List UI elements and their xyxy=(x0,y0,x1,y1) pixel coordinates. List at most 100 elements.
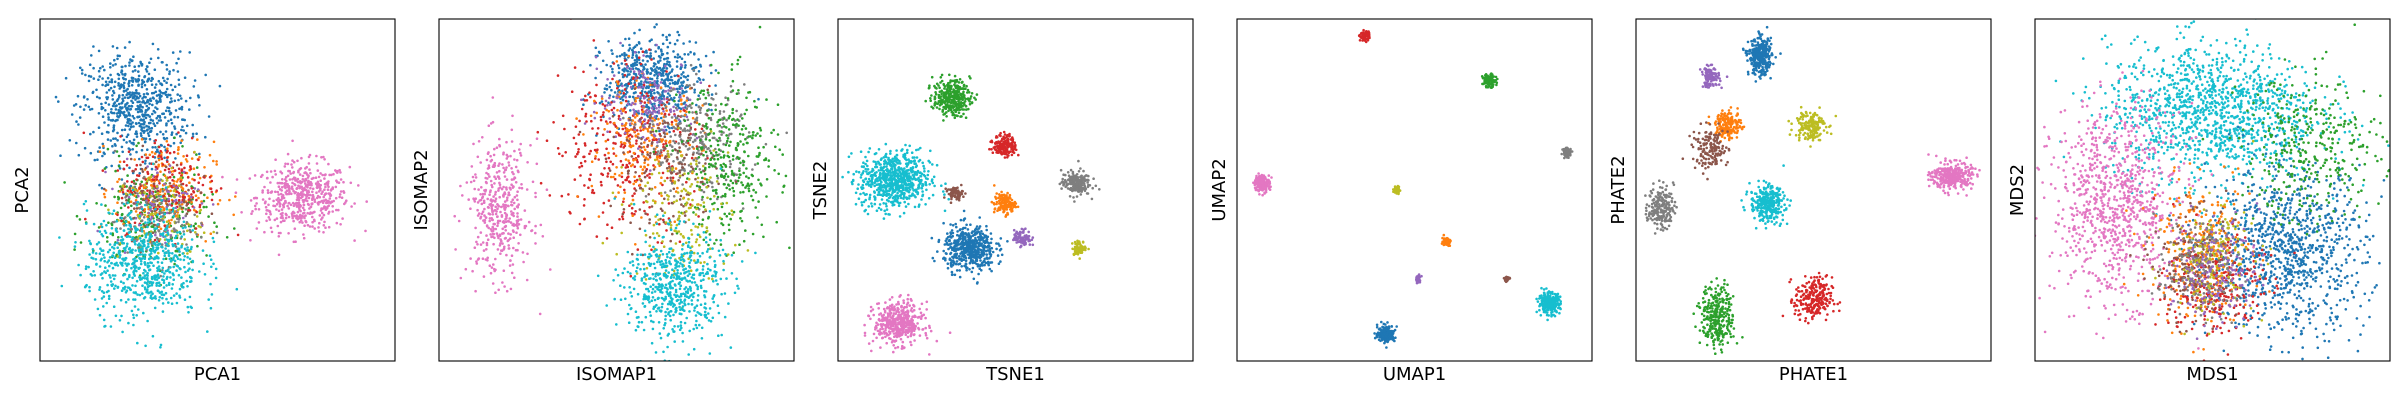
point xyxy=(523,209,527,212)
point xyxy=(648,39,652,43)
point xyxy=(582,70,585,74)
point xyxy=(686,139,690,143)
point xyxy=(142,216,146,219)
point xyxy=(215,231,219,235)
point xyxy=(151,334,155,338)
point xyxy=(665,70,668,73)
point xyxy=(97,126,101,129)
point xyxy=(714,151,718,154)
point xyxy=(139,132,143,135)
point xyxy=(308,153,312,157)
point xyxy=(92,222,96,226)
point xyxy=(490,235,493,239)
point xyxy=(156,107,159,111)
point xyxy=(146,165,149,168)
point xyxy=(494,257,497,261)
point xyxy=(146,218,150,221)
point xyxy=(171,193,175,197)
point xyxy=(625,75,629,78)
point xyxy=(115,253,118,257)
point xyxy=(160,261,164,265)
point xyxy=(504,217,507,221)
point xyxy=(121,93,125,97)
point xyxy=(194,231,197,234)
point xyxy=(703,177,706,180)
point xyxy=(113,143,117,146)
point xyxy=(472,197,475,200)
point xyxy=(635,55,638,58)
point xyxy=(641,168,645,171)
point xyxy=(693,91,696,94)
point xyxy=(123,113,126,117)
point xyxy=(607,151,610,155)
point xyxy=(185,204,188,207)
point xyxy=(660,112,663,115)
point xyxy=(703,102,706,106)
point xyxy=(693,88,696,92)
point xyxy=(210,198,214,202)
point xyxy=(155,284,158,287)
point xyxy=(144,235,148,239)
point xyxy=(127,321,130,325)
point xyxy=(184,270,187,274)
point xyxy=(640,80,643,83)
point xyxy=(188,51,191,54)
point xyxy=(684,64,687,67)
point xyxy=(165,122,168,125)
point xyxy=(608,103,612,106)
point xyxy=(140,180,143,184)
point xyxy=(92,77,96,80)
point xyxy=(120,83,123,86)
point xyxy=(98,96,101,100)
point xyxy=(263,185,266,189)
point xyxy=(315,182,318,186)
point xyxy=(122,202,126,206)
point xyxy=(505,289,509,293)
point xyxy=(147,264,151,268)
point xyxy=(730,169,734,173)
point xyxy=(278,188,282,191)
point xyxy=(107,131,110,134)
point xyxy=(495,146,499,149)
point xyxy=(184,158,188,161)
point xyxy=(119,110,122,113)
point xyxy=(151,112,154,116)
point xyxy=(692,132,695,136)
point xyxy=(699,141,702,144)
point xyxy=(158,201,161,205)
point xyxy=(168,70,171,73)
point xyxy=(147,134,151,137)
point xyxy=(608,117,611,120)
point xyxy=(781,153,784,156)
point xyxy=(127,113,131,117)
point xyxy=(512,246,515,250)
point xyxy=(657,84,660,87)
point xyxy=(106,76,110,80)
point xyxy=(82,202,86,206)
point xyxy=(145,104,149,108)
point xyxy=(660,97,664,100)
point xyxy=(488,175,491,178)
point xyxy=(143,243,146,247)
point xyxy=(102,318,106,322)
point xyxy=(507,238,510,242)
point xyxy=(163,79,166,83)
point xyxy=(200,222,203,225)
point xyxy=(142,99,145,103)
point xyxy=(193,173,196,176)
point xyxy=(130,76,134,80)
point xyxy=(686,74,690,78)
point xyxy=(127,96,130,100)
point xyxy=(77,263,80,267)
point xyxy=(646,94,650,98)
point xyxy=(619,117,622,121)
point xyxy=(123,248,127,252)
point xyxy=(687,164,691,167)
point xyxy=(141,253,144,256)
point xyxy=(668,94,672,97)
point xyxy=(177,273,181,277)
point xyxy=(300,195,304,199)
point xyxy=(695,136,699,140)
point xyxy=(210,212,214,215)
point xyxy=(127,81,131,84)
